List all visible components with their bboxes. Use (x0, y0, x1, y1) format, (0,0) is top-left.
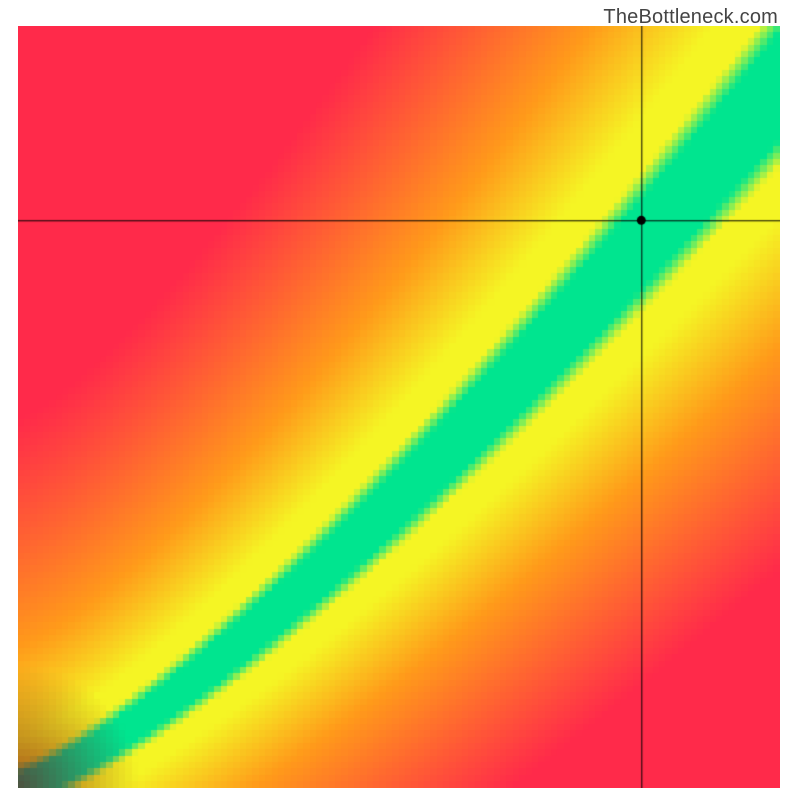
bottleneck-heatmap (18, 26, 780, 788)
watermark-text: TheBottleneck.com (603, 6, 778, 29)
